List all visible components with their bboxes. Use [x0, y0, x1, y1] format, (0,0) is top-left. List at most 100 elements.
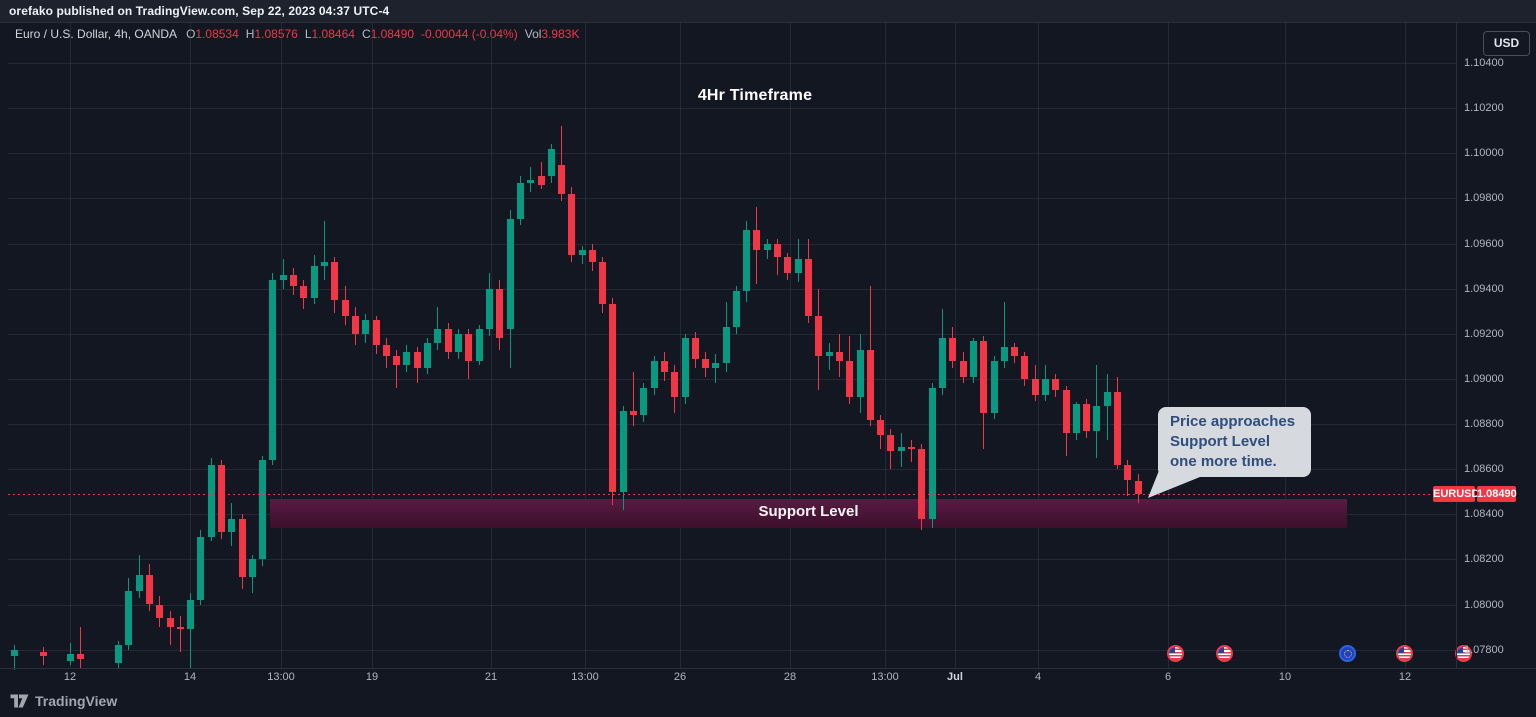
economic-event-flag-us[interactable] [1396, 645, 1413, 662]
candle-body [814, 315, 822, 357]
economic-event-flag-us[interactable] [1216, 645, 1233, 662]
candle-body [372, 320, 380, 345]
candle-wick [189, 593, 191, 668]
gridline-vertical [885, 22, 886, 668]
candle-wick [560, 126, 562, 201]
candle-wick [42, 647, 44, 666]
time-axis-label: 26 [673, 671, 687, 683]
candle-body [1020, 356, 1028, 379]
candle-body [897, 446, 905, 452]
tradingview-watermark[interactable]: TradingView [10, 693, 117, 709]
price-axis-label: 1.07800 [1464, 643, 1504, 656]
candle-wick [910, 439, 912, 463]
candle-body [361, 320, 369, 334]
price-axis-label: 1.09400 [1464, 282, 1504, 295]
us-flag-canton [1218, 647, 1224, 653]
candle-wick [1106, 374, 1108, 440]
candle-wick [13, 645, 15, 670]
price-axis-label: 1.08400 [1464, 508, 1504, 521]
candle-body [804, 259, 812, 316]
price-axis-label: 1.08000 [1464, 598, 1504, 611]
symbol-title[interactable]: Euro / U.S. Dollar, 4h, OANDA [15, 27, 178, 41]
candle-body [1123, 464, 1131, 481]
candle-body [886, 435, 894, 452]
price-line-price-badge: 1.08490 [1477, 486, 1517, 502]
candle-body [578, 250, 586, 255]
candle-body [1041, 378, 1049, 395]
callout-line-3: one more time. [1170, 453, 1277, 470]
ohlc-high: H1.08576 [245, 27, 298, 41]
gridline-vertical [1285, 22, 1286, 668]
candle-wick [581, 245, 583, 264]
gridline-horizontal [8, 288, 1456, 290]
candle-body [413, 351, 421, 368]
economic-event-flag-us[interactable] [1167, 645, 1184, 662]
candle-wick [323, 221, 325, 280]
us-flag-canton [1457, 647, 1463, 653]
time-axis-label: 4 [1034, 671, 1042, 683]
candle-body [639, 387, 647, 415]
price-axis-label: 1.08800 [1464, 418, 1504, 430]
volume: Vol3.983K [524, 27, 580, 41]
gridline-horizontal [8, 649, 1456, 651]
candle-body [1051, 378, 1059, 391]
candle-body [238, 518, 246, 578]
candle-body [279, 275, 287, 280]
candle-body [650, 360, 658, 388]
time-axis-label: 28 [783, 671, 797, 683]
candle-wick [169, 611, 171, 646]
candle-body [856, 349, 864, 397]
gridline-horizontal [8, 333, 1456, 335]
candle-body [701, 358, 709, 368]
time-axis-label: 6 [1164, 671, 1172, 683]
candle-body [773, 243, 781, 257]
candle-wick [776, 239, 778, 276]
candle-body [835, 351, 843, 361]
candle-body [516, 182, 524, 219]
gridline-vertical [372, 22, 373, 668]
candle-body [1031, 378, 1039, 395]
time-axis-label: 13:00 [571, 671, 599, 683]
time-axis-label: 12 [1398, 671, 1412, 683]
candle-body [825, 351, 833, 357]
price-axis-separator [1456, 22, 1457, 668]
candle-body [629, 410, 637, 415]
candle-body [248, 559, 256, 578]
annotation-callout[interactable]: Price approaches Support Level one more … [1158, 407, 1311, 477]
candle-body [691, 338, 699, 359]
candle-body [495, 288, 503, 339]
gridline-horizontal [8, 243, 1456, 245]
candle-wick [1003, 302, 1005, 368]
gridline-horizontal [8, 424, 1456, 425]
candle-body [39, 651, 47, 657]
time-axis-label: 21 [484, 671, 498, 683]
candle-body [176, 627, 184, 630]
candle-body [1010, 347, 1018, 357]
ohlc-open: O1.08534 [186, 27, 239, 41]
candle-body [619, 410, 627, 492]
us-flag-canton [1398, 647, 1404, 653]
candle-body [670, 372, 678, 397]
price-axis-label: 1.08600 [1464, 463, 1504, 476]
candle-body [547, 148, 555, 176]
currency-unit-button[interactable]: USD [1483, 31, 1530, 56]
candle-body [310, 266, 318, 298]
price-axis-label: 1.09600 [1464, 237, 1504, 250]
candle-body [948, 338, 956, 361]
us-flag-canton [1169, 647, 1175, 653]
candle-body [959, 360, 967, 377]
candle-body [444, 329, 452, 352]
gridline-horizontal [8, 153, 1456, 155]
price-axis-label: 1.10400 [1464, 57, 1504, 69]
support-zone-band[interactable] [270, 498, 1347, 528]
candle-body [783, 257, 791, 273]
candle-body [330, 261, 338, 300]
economic-event-flag-eu[interactable] [1339, 645, 1356, 662]
gridline-vertical [680, 22, 681, 668]
candle-body [186, 600, 194, 630]
symbol-legend[interactable]: Euro / U.S. Dollar, 4h, OANDA O1.08534 H… [15, 27, 586, 41]
gridline-horizontal [8, 63, 1456, 64]
gridline-horizontal [8, 378, 1456, 380]
candle-body [1103, 392, 1111, 406]
candle-body [1134, 480, 1142, 494]
